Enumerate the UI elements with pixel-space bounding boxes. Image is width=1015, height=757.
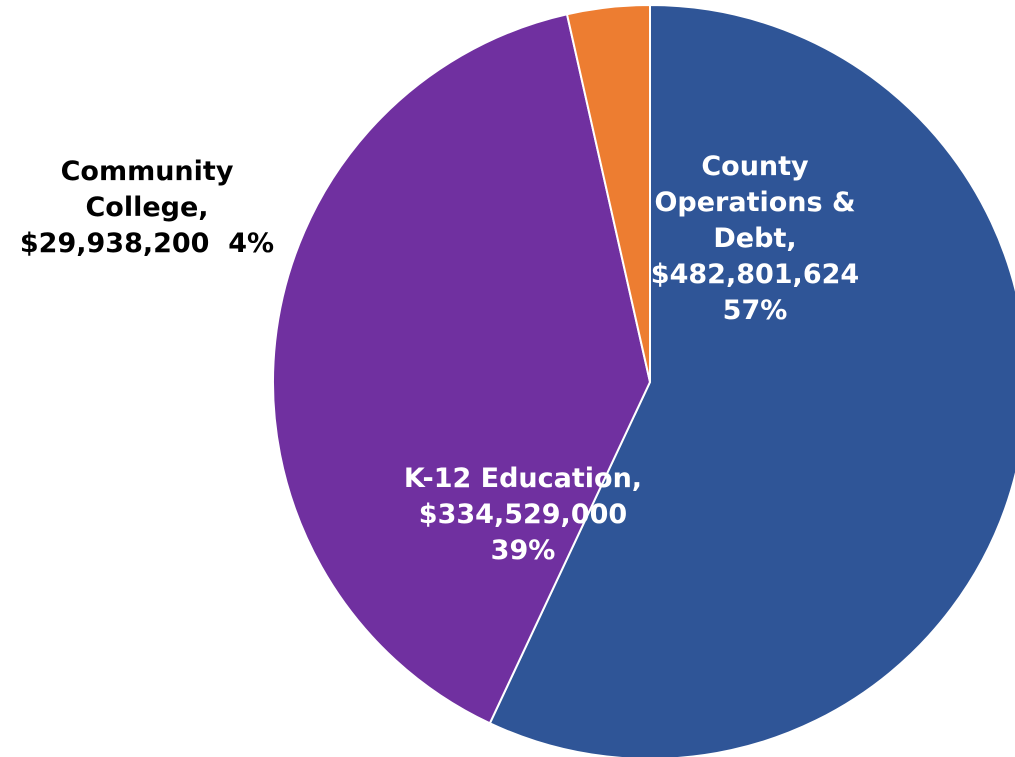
data-label-line: College, — [85, 192, 208, 223]
data-label-county-operations-debt: County Operations & Debt, $482,801,624 57% — [651, 151, 859, 326]
data-label-line: County — [701, 151, 809, 182]
data-label-line: $334,529,000 — [419, 499, 627, 530]
data-label-community-college: Community College, $29,938,200 4% — [20, 156, 274, 259]
pie-slice-community-college — [565, 3, 651, 383]
data-label-line: 57% — [723, 295, 788, 326]
data-label-line: 39% — [491, 535, 556, 566]
data-label-line: Debt, — [713, 223, 796, 254]
data-label-line: $482,801,624 — [651, 259, 859, 290]
data-label-line: Operations & — [654, 187, 855, 218]
data-label-line: Community — [61, 156, 234, 187]
data-label-line: K-12 Education, — [404, 463, 642, 494]
pie-slices — [272, 3, 1015, 757]
data-label-line: $29,938,200 4% — [20, 228, 274, 259]
pie-labels: County Operations & Debt, $482,801,624 57% K-… — [20, 151, 859, 566]
pie-slice-k-12-education — [272, 13, 652, 725]
data-label-k-12-education: K-12 Education, $334,529,000 39% — [404, 463, 642, 566]
